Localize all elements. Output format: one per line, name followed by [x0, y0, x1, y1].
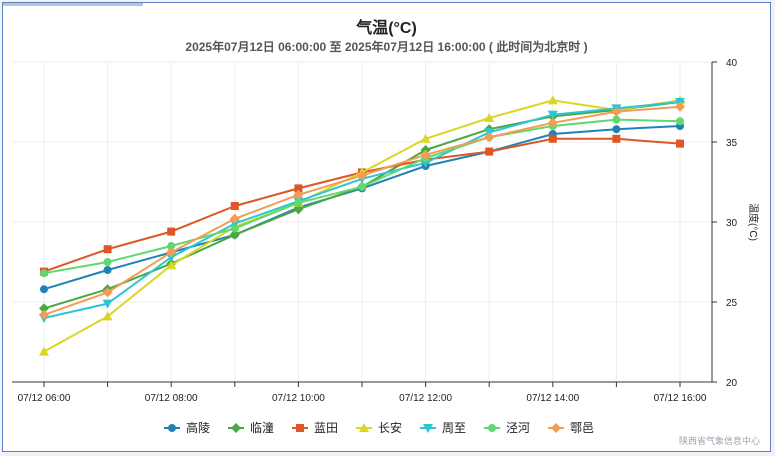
legend-item[interactable]: 高陵 [164, 420, 210, 435]
data-point [102, 299, 113, 309]
legend-marker [296, 424, 304, 432]
legend-marker [551, 423, 561, 433]
legend-item[interactable]: 泾河 [484, 421, 530, 435]
data-point [166, 247, 177, 258]
data-point [103, 258, 112, 266]
y-tick-label: 20 [726, 378, 738, 389]
data-point [229, 229, 240, 240]
x-tick-label: 07/12 08:00 [145, 393, 198, 404]
data-point [102, 287, 113, 298]
data-point [166, 260, 177, 270]
data-point [676, 139, 684, 148]
data-point [293, 189, 304, 200]
legend-marker [488, 424, 496, 432]
data-point [547, 117, 558, 128]
data-point [167, 242, 176, 250]
data-point [230, 224, 239, 233]
data-point [611, 106, 622, 117]
data-point [39, 346, 49, 356]
legend-label: 高陵 [186, 420, 210, 435]
data-point [40, 285, 48, 294]
legend-marker [168, 424, 176, 432]
chart-subtitle: 2025年07月12日 06:00:00 至 2025年07月12日 16:00… [185, 40, 588, 54]
data-point [548, 134, 557, 143]
legend-label: 周至 [442, 421, 466, 435]
series-7 [39, 101, 685, 320]
legend-label: 临潼 [250, 420, 274, 435]
data-point [484, 113, 495, 122]
legend-item[interactable]: 临潼 [228, 420, 274, 435]
data-point [547, 110, 558, 120]
data-point [547, 95, 558, 105]
x-tick-label: 07/12 16:00 [654, 393, 707, 404]
legend-label: 鄠邑 [570, 421, 594, 435]
data-point [103, 266, 112, 274]
data-point [167, 227, 176, 236]
data-point [166, 253, 177, 263]
data-point [102, 311, 113, 321]
series-6 [40, 115, 684, 278]
legend-item[interactable]: 长安 [356, 420, 402, 435]
chart-title: 气温(°C) [356, 20, 417, 37]
legend-marker [423, 424, 433, 433]
legend-label: 蓝田 [314, 421, 338, 435]
data-point [420, 149, 431, 160]
data-point [612, 134, 621, 143]
legend-marker [359, 423, 369, 432]
data-point [39, 303, 49, 314]
data-point [612, 125, 621, 134]
y-tick-label: 35 [726, 138, 738, 149]
data-point [358, 182, 366, 191]
legend-label: 泾河 [506, 421, 530, 435]
x-tick-label: 07/12 12:00 [399, 393, 452, 404]
legend-marker [231, 423, 241, 433]
data-point [294, 198, 303, 207]
legend-item[interactable]: 周至 [420, 421, 466, 435]
data-point [485, 147, 494, 156]
data-point [103, 245, 112, 254]
data-point [229, 219, 240, 229]
y-tick-label: 25 [726, 298, 738, 309]
data-point [230, 202, 239, 210]
y-tick-label: 40 [726, 58, 738, 69]
legend-item[interactable]: 鄠邑 [548, 421, 594, 435]
data-point [676, 117, 684, 126]
legend-label: 长安 [378, 420, 402, 435]
data-point [612, 115, 621, 124]
data-point [357, 170, 367, 181]
y-tick-label: 30 [726, 218, 738, 229]
data-point [484, 132, 495, 143]
data-point [675, 101, 685, 112]
data-point [39, 309, 49, 320]
x-tick-label: 07/12 10:00 [272, 393, 325, 404]
x-tick-label: 07/12 06:00 [18, 393, 71, 404]
y-axis-title: 温度(°C) [747, 203, 760, 241]
legend-item[interactable]: 蓝田 [292, 421, 338, 435]
top-strip [3, 3, 143, 6]
x-tick-label: 07/12 14:00 [526, 393, 579, 404]
source-credit: 陕西省气象信息中心 [678, 436, 760, 446]
data-point [40, 269, 48, 278]
data-point [229, 213, 240, 224]
data-point [294, 184, 303, 193]
data-point [420, 133, 431, 143]
